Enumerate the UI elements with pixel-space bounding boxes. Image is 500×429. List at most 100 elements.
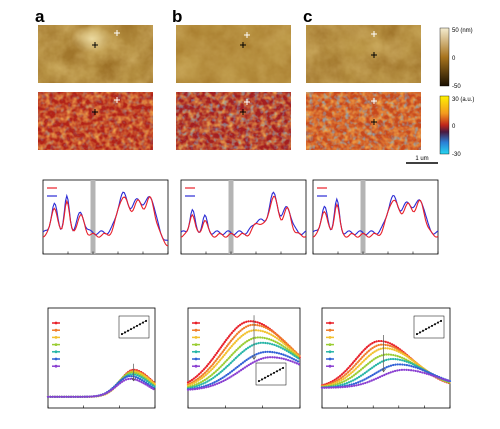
dielectric-legend-marker bbox=[194, 336, 198, 339]
inset-plot bbox=[413, 315, 445, 339]
dielectric-legend-marker bbox=[54, 328, 58, 332]
afm-height-a bbox=[38, 25, 153, 83]
marker-cross-A bbox=[92, 42, 98, 48]
dielectric-panel-g bbox=[46, 307, 157, 409]
scale-bar: 1 um bbox=[406, 156, 438, 164]
ir-spectra bbox=[42, 179, 439, 255]
inset-point bbox=[419, 331, 421, 334]
inset-point bbox=[437, 321, 439, 324]
marker-cross-B bbox=[114, 97, 120, 103]
ir-series-red bbox=[42, 196, 169, 247]
marker-cross-F bbox=[371, 31, 377, 37]
ir-series-blue bbox=[180, 191, 307, 236]
dielectric-legend-marker bbox=[194, 343, 198, 346]
inset-point bbox=[145, 320, 147, 322]
inset-point bbox=[142, 321, 144, 324]
ir-panel-e bbox=[180, 179, 307, 255]
cbar-height-top: 50 (nm) bbox=[452, 28, 473, 34]
trend-arrow-head bbox=[251, 356, 257, 360]
dielectric-panel-i bbox=[320, 307, 452, 409]
dielectric-legend-marker bbox=[194, 321, 198, 325]
marker-cross-F bbox=[371, 98, 377, 104]
trend-arrow-head bbox=[131, 377, 136, 382]
dielectric-curve-100kHz bbox=[186, 341, 302, 390]
panel-label-c: c bbox=[303, 7, 312, 26]
dielectric-curve-500kHz bbox=[46, 374, 157, 398]
cbar-height-mid: 0 bbox=[452, 56, 456, 62]
inset-point bbox=[279, 368, 281, 371]
dielectric-legend-marker bbox=[328, 328, 332, 332]
dielectric-curve-1000kHz bbox=[186, 356, 302, 391]
inset-fit-line bbox=[120, 319, 148, 336]
dielectric-legend-marker bbox=[328, 357, 332, 361]
dielectric-legend-marker bbox=[54, 357, 58, 361]
marker-cross-B bbox=[114, 30, 120, 36]
cbar-phase-bottom: -30 bbox=[452, 152, 461, 158]
dielectric-legend-marker bbox=[54, 350, 58, 354]
dielectric-legend-marker bbox=[54, 321, 58, 325]
marker-cross-D bbox=[244, 32, 250, 38]
inset-plot bbox=[118, 315, 150, 339]
inset-point bbox=[282, 367, 284, 369]
inset-point bbox=[440, 320, 442, 322]
ir-series-red bbox=[180, 195, 307, 238]
trend-arrow-head bbox=[381, 368, 386, 373]
colorbar-phase: 30 (a.u.) 0 -30 bbox=[439, 95, 474, 158]
ir-highlight-band bbox=[228, 180, 234, 254]
afm-phase-c bbox=[306, 92, 421, 150]
colorbar-height: 50 (nm) 0 -50 bbox=[439, 27, 473, 90]
ir-highlight-band bbox=[360, 180, 366, 254]
dielectric-curve-10kHz bbox=[186, 329, 302, 387]
dielectric-curve-5kHz bbox=[186, 323, 302, 386]
ir-panel-d bbox=[42, 179, 169, 255]
dielectric-legend-marker bbox=[194, 328, 198, 332]
dielectric-plots bbox=[46, 307, 452, 409]
dielectric-legend-marker bbox=[328, 350, 332, 354]
dielectric-legend-marker bbox=[194, 364, 198, 368]
dielectric-curve-500kHz bbox=[186, 350, 302, 391]
dielectric-legend-marker bbox=[328, 364, 332, 368]
dielectric-curve-50kHz bbox=[186, 336, 302, 389]
dielectric-panel-h bbox=[186, 307, 302, 409]
marker-cross-A bbox=[92, 109, 98, 115]
inset-fit-line bbox=[257, 366, 285, 383]
inset-point bbox=[261, 378, 263, 381]
ir-highlight-band bbox=[90, 180, 96, 254]
inset-fit-line bbox=[415, 319, 443, 336]
ir-plot-frame bbox=[180, 179, 307, 255]
afm-images: a b c bbox=[35, 7, 474, 164]
dielectric-legend-marker bbox=[328, 321, 332, 325]
inset-point bbox=[258, 380, 260, 382]
dielectric-plot-frame bbox=[47, 307, 156, 409]
afm-phase-b bbox=[176, 92, 291, 150]
cbar-phase-mid: 0 bbox=[452, 124, 456, 130]
ir-plot-frame bbox=[42, 179, 169, 255]
dielectric-legend-marker bbox=[54, 336, 58, 339]
inset-point bbox=[416, 333, 418, 335]
marker-cross-C bbox=[240, 42, 246, 48]
afm-height-b bbox=[176, 25, 291, 83]
scale-bar-label: 1 um bbox=[415, 156, 428, 162]
afm-phase-a bbox=[38, 92, 153, 150]
dielectric-legend-marker bbox=[328, 336, 332, 339]
panel-label-b: b bbox=[172, 7, 182, 26]
dielectric-curve-1000kHz bbox=[320, 368, 452, 389]
marker-cross-E bbox=[371, 52, 377, 58]
marker-cross-E bbox=[371, 119, 377, 125]
ir-panel-f bbox=[312, 179, 439, 255]
afm-height-c bbox=[306, 25, 421, 83]
inset-plot bbox=[255, 362, 287, 386]
dielectric-plot-frame bbox=[321, 307, 451, 409]
marker-cross-D bbox=[244, 99, 250, 105]
dielectric-curve-1000kHz bbox=[46, 377, 157, 398]
dielectric-legend-marker bbox=[54, 364, 58, 368]
ir-series-red bbox=[312, 199, 439, 238]
cbar-height-bottom: -50 bbox=[452, 84, 461, 90]
dielectric-legend-marker bbox=[194, 350, 198, 354]
dielectric-legend-marker bbox=[194, 357, 198, 361]
ir-plot-frame bbox=[312, 179, 439, 255]
panel-label-a: a bbox=[35, 7, 45, 26]
dielectric-legend-marker bbox=[54, 343, 58, 346]
dielectric-legend-marker bbox=[328, 343, 332, 346]
